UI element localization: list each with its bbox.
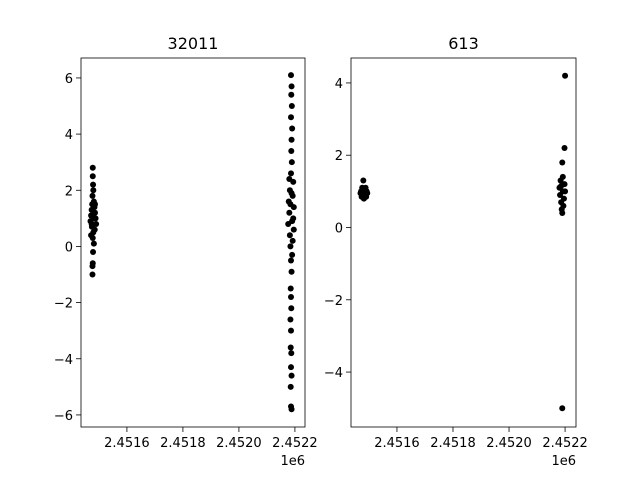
point (89, 164, 96, 171)
y-tick-label: 2 (65, 184, 73, 199)
point (357, 190, 364, 197)
point (287, 383, 294, 390)
point (288, 114, 294, 121)
x-tick-label: 2.4516 (104, 436, 150, 451)
point (288, 136, 295, 143)
chart-title: 32011 (168, 34, 219, 53)
point (288, 406, 295, 413)
axes-frame (350, 57, 577, 428)
y-tick-label: −6 (54, 409, 73, 424)
point (290, 226, 297, 233)
point (288, 268, 295, 275)
point (360, 195, 367, 202)
point (558, 182, 565, 189)
point (289, 125, 296, 132)
y-tick-label: −4 (324, 366, 343, 381)
point (90, 249, 97, 256)
y-tick-label: −2 (324, 294, 343, 309)
point (89, 263, 96, 270)
point (90, 181, 97, 188)
x-tick-label: 2.4516 (374, 436, 420, 451)
point (559, 188, 566, 195)
point (90, 240, 97, 247)
x-tick-label: 2.4520 (216, 436, 262, 451)
point (559, 159, 566, 166)
y-tick-label: 0 (335, 222, 343, 237)
point (561, 144, 568, 151)
x-tick-label: 2.4522 (542, 436, 588, 451)
point (287, 344, 294, 351)
point (287, 201, 294, 208)
point (289, 218, 296, 225)
point (288, 364, 294, 371)
y-tick-label: 0 (65, 240, 73, 255)
point (287, 243, 294, 250)
point (288, 372, 295, 379)
y-tick-label: 4 (335, 77, 343, 92)
y-tick-label: −2 (54, 297, 73, 312)
point (287, 316, 294, 323)
x-tick-label: 2.4522 (272, 436, 318, 451)
point (89, 271, 96, 278)
point (288, 293, 294, 300)
chart-title: 613 (448, 34, 479, 53)
point (288, 83, 295, 90)
x-tick-label: 2.4520 (486, 436, 532, 451)
point (289, 237, 296, 244)
y-tick-label: 4 (65, 128, 73, 143)
point (89, 173, 96, 180)
y-tick-label: 6 (65, 72, 73, 87)
y-tick-label: 2 (335, 149, 343, 164)
axes-frame (80, 57, 306, 428)
point (288, 170, 294, 177)
point (559, 210, 566, 217)
point (559, 405, 566, 412)
point (288, 147, 295, 154)
x-tick-label: 2.4518 (430, 436, 476, 451)
point (90, 215, 97, 222)
point (288, 103, 295, 110)
point (288, 257, 294, 264)
point (557, 177, 564, 184)
point (287, 285, 294, 292)
x-offset-label: 1e6 (280, 454, 305, 469)
point (88, 220, 95, 227)
point (89, 192, 96, 199)
point (289, 251, 296, 258)
point (361, 186, 368, 193)
point (288, 305, 295, 312)
point (288, 159, 295, 166)
x-tick-label: 2.4518 (160, 436, 206, 451)
point (93, 220, 100, 227)
point (562, 72, 569, 79)
point (90, 187, 97, 194)
point (286, 209, 293, 216)
point (288, 350, 295, 357)
point (288, 190, 295, 197)
point (286, 232, 293, 239)
point (288, 327, 294, 334)
point (290, 178, 297, 185)
x-offset-label: 1e6 (551, 454, 576, 469)
point (88, 232, 95, 239)
point (288, 91, 295, 98)
point (288, 72, 294, 79)
y-tick-label: −4 (54, 353, 73, 368)
point (92, 201, 98, 208)
point (360, 177, 367, 184)
